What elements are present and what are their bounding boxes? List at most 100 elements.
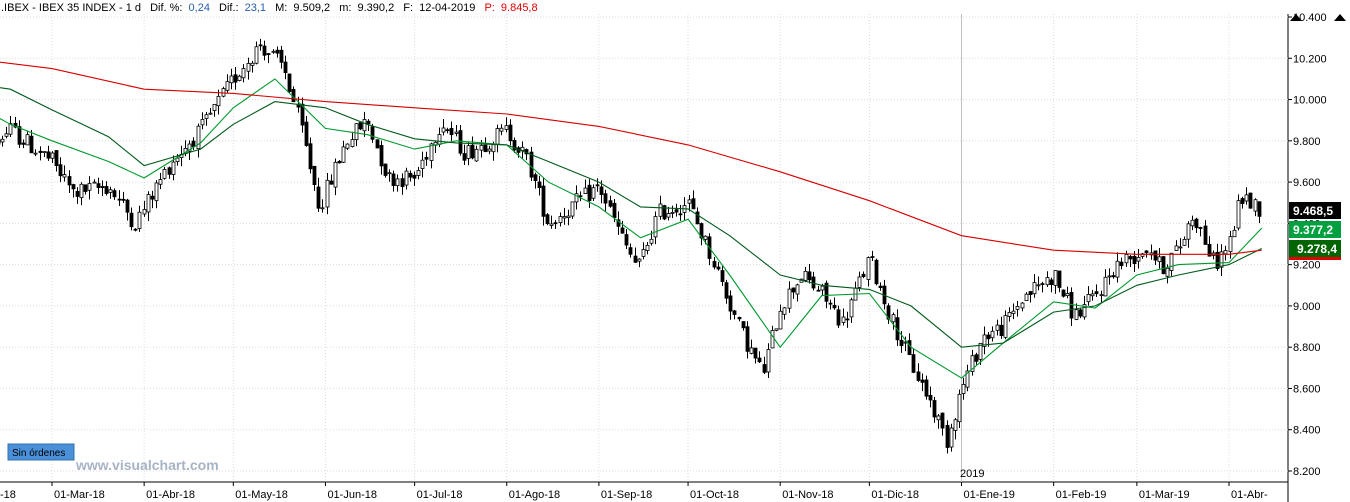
x-tick-label: 01-Oct-18 [690,489,739,501]
candle-down [1069,292,1074,319]
candle-up [395,178,400,187]
candle-down [383,163,388,176]
candle-up [841,316,846,323]
header-min-label: m: [339,2,351,14]
candle-up [42,151,47,153]
candle-down [258,44,263,47]
candle-up [936,415,941,421]
candle-down [595,184,600,187]
candle-down [104,186,109,194]
candle-up [787,288,792,309]
candle-up [849,299,854,318]
candle-down [999,324,1004,336]
candle-down [329,180,334,185]
candle-down [408,172,413,178]
y-tick-label: 10.000 [1293,95,1327,107]
candle-down [599,186,604,195]
candle-down [674,209,679,213]
candle-up [866,257,871,280]
candle-down [337,160,342,164]
candle-down [845,318,850,321]
candle-down [67,176,72,186]
candle-up [404,170,409,186]
candle-up [566,215,571,218]
candle-up [387,172,392,175]
x-tick-label: 01-Abr- [1231,489,1268,501]
y-tick-label: 9.200 [1293,260,1321,272]
candle-up [961,384,966,394]
candle-down [462,153,467,161]
candle-up [254,46,259,64]
candle-up [766,349,771,373]
orders-status-button[interactable]: Sin órdenes [7,443,75,461]
x-tick-label: 01-Ago-18 [509,489,560,501]
candle-up [770,330,775,349]
candle-up [1074,309,1079,320]
watermark: www.visualchart.com [75,457,219,473]
candle-up [1165,267,1170,277]
candle-up [953,419,958,431]
y-tick-label: 10.200 [1293,53,1327,65]
candle-down [308,143,313,170]
candle-down [620,227,625,234]
candle-up [749,347,754,354]
candle-down [1028,291,1033,295]
candle-down [745,326,750,352]
candle-up [949,427,954,448]
candle-up [171,161,176,175]
candle-down [928,395,933,401]
candle-down [587,184,592,202]
candle-up [499,127,504,132]
candle-down [712,261,717,268]
candle-down [275,49,280,54]
candle-down [1078,309,1083,317]
candle-down [17,126,22,145]
candle-up [1190,219,1195,227]
candle-up [1082,304,1087,318]
candle-down [117,198,122,201]
candle-down [167,167,172,175]
candle-down [54,150,59,167]
candle-down [578,195,583,198]
candle-up [645,244,650,251]
candle-up [1103,276,1108,297]
candle-down [537,181,542,188]
candle-down [300,103,305,126]
candle-up [320,207,325,210]
candle-up [570,201,575,217]
candle-down [262,45,267,56]
candle-up [420,159,425,169]
candle-up [558,216,563,224]
badge-ma-short: 9.377,2 [1289,221,1341,238]
candle-up [1053,270,1058,286]
candle-up [965,370,970,388]
candle-up [774,328,779,331]
scroll-up-icon[interactable] [1290,14,1302,21]
candle-up [982,334,987,347]
candle-up [325,179,330,208]
scroll-up-right-icon[interactable] [1334,14,1346,21]
candle-down [121,198,126,201]
candle-up [1036,284,1041,287]
candle-up [778,310,783,330]
candle-up [1136,257,1141,262]
candle-up [429,143,434,161]
candle-down [529,151,534,178]
candle-up [820,285,825,291]
candle-down [1198,227,1203,229]
candle-down [662,205,667,220]
candle-down [1215,251,1220,269]
candle-up [158,179,163,185]
candle-up [1228,236,1233,253]
candle-up [474,148,479,162]
candle-up [479,144,484,151]
candle-up [175,157,180,163]
header-dif-label: Dif.: [219,2,239,14]
candle-up [978,342,983,360]
candle-down [757,357,762,363]
candle-up [1115,260,1120,278]
candle-up [208,112,213,115]
candle-down [678,213,683,216]
candle-up [225,81,230,91]
header-dif-pct-label: Dif. %: [150,2,182,14]
